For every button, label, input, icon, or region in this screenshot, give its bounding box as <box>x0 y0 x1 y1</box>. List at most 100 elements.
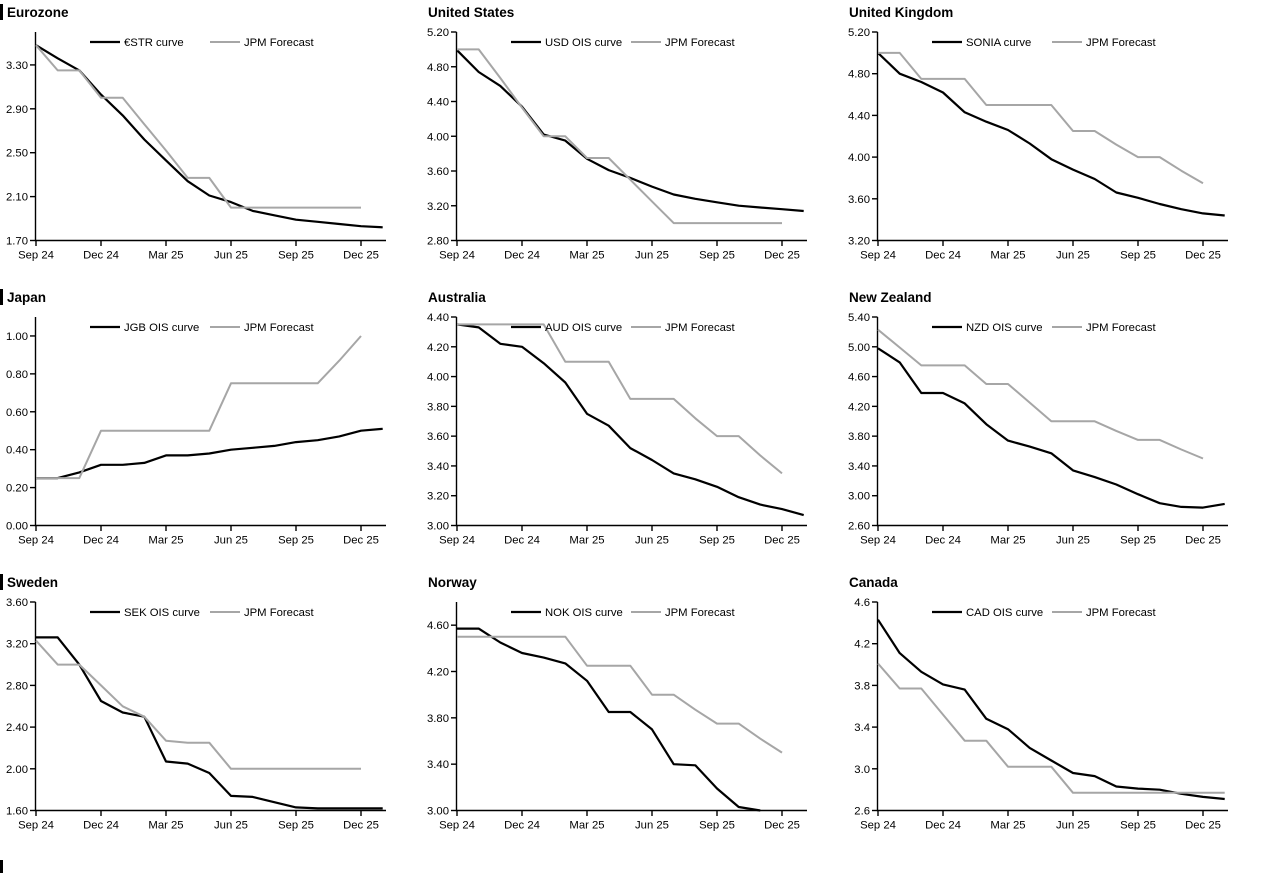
y-tick-label: 4.20 <box>427 667 449 679</box>
y-tick-label: 3.60 <box>427 431 449 443</box>
section-marker-bar <box>0 289 3 305</box>
x-tick-label: Jun 25 <box>214 820 248 832</box>
legend-label-jpm-forecast: JPM Forecast <box>1086 322 1157 334</box>
x-tick-label: Sep 24 <box>860 820 896 832</box>
x-tick-label: Mar 25 <box>569 535 604 547</box>
series-line-ois-curve <box>877 619 1225 801</box>
x-tick-label: Sep 25 <box>1120 535 1156 547</box>
x-tick-label: Jun 25 <box>1056 820 1090 832</box>
x-tick-label: Jun 25 <box>635 820 669 832</box>
y-tick-label: 2.10 <box>6 192 28 204</box>
y-tick-label: 3.20 <box>848 236 870 248</box>
chart-title-row: Eurozone <box>0 2 421 22</box>
series-line-jpm-forecast <box>877 328 1204 460</box>
y-tick-label: 5.00 <box>848 342 870 354</box>
x-tick-label: Jun 25 <box>635 250 669 262</box>
y-tick-label: 4.00 <box>427 131 449 143</box>
x-tick-label: Sep 25 <box>699 820 735 832</box>
x-tick-label: Mar 25 <box>990 820 1025 832</box>
y-tick-label: 3.20 <box>6 639 28 651</box>
y-tick-label: 5.40 <box>848 312 870 324</box>
chart-title-row: New Zealand <box>842 287 1264 307</box>
y-tick-label: 4.6 <box>854 597 870 609</box>
chart-canvas-united-states: 2.80 3.20 3.60 4.00 4.40 4.80 5.20 Sep 24 Dec 24… <box>427 27 807 262</box>
y-tick-label: 4.40 <box>848 110 870 122</box>
y-tick-label: 2.40 <box>6 722 28 734</box>
series-line-ois-curve <box>877 52 1225 217</box>
y-tick-label: 3.00 <box>848 491 870 503</box>
x-tick-label: Dec 25 <box>764 250 800 262</box>
x-tick-label: Dec 25 <box>343 535 379 547</box>
y-tick-label: 4.80 <box>848 69 870 81</box>
cutoff-section-bar <box>0 860 3 873</box>
y-tick-label: 1.70 <box>6 236 28 248</box>
x-tick-label: Mar 25 <box>148 250 183 262</box>
y-tick-label: 2.50 <box>6 148 28 160</box>
axis-spines <box>455 317 807 527</box>
axis-spines <box>34 602 386 812</box>
x-tick-label: Sep 25 <box>699 250 735 262</box>
x-tick-label: Dec 24 <box>925 535 961 547</box>
x-tick-label: Dec 24 <box>83 820 119 832</box>
y-tick-label: 4.80 <box>427 62 449 74</box>
x-tick-label: Dec 24 <box>925 820 961 832</box>
series-line-ois-curve <box>36 427 383 480</box>
y-tick-label: 4.00 <box>427 372 449 384</box>
y-tick-label: 4.40 <box>427 312 449 324</box>
chart-new-zealand: New Zealand 2.60 3.00 3.40 3.80 4.20 4.60 5.00… <box>842 285 1264 570</box>
x-tick-label: Dec 25 <box>343 820 379 832</box>
x-tick-label: Sep 24 <box>860 535 896 547</box>
legend-label-jpm-forecast: JPM Forecast <box>244 607 315 619</box>
x-tick-label: Dec 24 <box>504 820 540 832</box>
x-tick-label: Sep 25 <box>278 250 314 262</box>
axis-spines <box>34 317 386 527</box>
y-tick-label: 5.20 <box>427 27 449 39</box>
y-tick-label: 3.40 <box>427 461 449 473</box>
legend-label-jpm-forecast: JPM Forecast <box>244 322 315 334</box>
y-tick-label: 3.80 <box>848 431 870 443</box>
legend-label-ois-curve: SONIA curve <box>966 37 1031 49</box>
chart-canvas-japan: 0.00 0.20 0.40 0.60 0.80 1.00 Sep 24 Dec 24 Mar … <box>6 317 386 547</box>
chart-title: United Kingdom <box>849 4 954 20</box>
y-tick-label: 2.6 <box>854 806 870 818</box>
series-line-ois-curve <box>877 347 1225 509</box>
chart-united-kingdom: United Kingdom 3.20 3.60 4.00 4.40 4.80 5.20 S… <box>842 0 1264 285</box>
legend-label-ois-curve: NOK OIS curve <box>545 607 623 619</box>
x-tick-label: Jun 25 <box>635 535 669 547</box>
chart-title: Japan <box>7 289 47 305</box>
x-tick-label: Sep 25 <box>278 820 314 832</box>
y-tick-label: 2.80 <box>427 236 449 248</box>
y-tick-label: 3.00 <box>427 806 449 818</box>
y-tick-label: 2.80 <box>6 680 28 692</box>
chart-australia: Australia 3.00 3.20 3.40 3.60 3.80 4.00 4.20 4.… <box>421 285 842 570</box>
x-tick-label: Sep 24 <box>860 250 896 262</box>
x-tick-label: Sep 24 <box>439 250 475 262</box>
y-tick-label: 4.60 <box>427 620 449 632</box>
y-tick-label: 3.4 <box>854 722 870 734</box>
series-line-ois-curve <box>36 636 383 810</box>
x-tick-label: Dec 25 <box>1185 820 1221 832</box>
section-marker-bar <box>0 4 3 20</box>
x-tick-label: Sep 24 <box>18 820 54 832</box>
axis-spines <box>455 602 807 812</box>
legend-label-ois-curve: CAD OIS curve <box>966 607 1043 619</box>
y-tick-label: 3.80 <box>427 713 449 725</box>
legend-label-ois-curve: NZD OIS curve <box>966 322 1043 334</box>
chart-title-row: Sweden <box>0 572 421 592</box>
chart-norway: Norway 3.00 3.40 3.80 4.20 4.60 Sep 24 Dec 24 M… <box>421 570 842 873</box>
chart-canvas-norway: 3.00 3.40 3.80 4.20 4.60 Sep 24 Dec 24 Mar 25 Ju… <box>427 602 807 832</box>
legend-label-jpm-forecast: JPM Forecast <box>665 607 736 619</box>
chart-title: Norway <box>428 574 477 590</box>
x-tick-label: Sep 24 <box>439 820 475 832</box>
chart-canada: Canada 2.6 3.0 3.4 3.8 4.2 4.6 Sep 24 Dec 24 Mar… <box>842 570 1264 873</box>
chart-title-row: United Kingdom <box>842 2 1264 22</box>
y-tick-label: 3.8 <box>854 680 870 692</box>
chart-title: United States <box>428 4 515 20</box>
legend-label-ois-curve: USD OIS curve <box>545 37 622 49</box>
y-tick-label: 0.00 <box>6 521 28 533</box>
legend-label-jpm-forecast: JPM Forecast <box>244 37 315 49</box>
series-line-jpm-forecast <box>35 44 361 209</box>
axis-spines <box>34 32 386 242</box>
series-line-jpm-forecast <box>457 323 783 475</box>
chart-title: Sweden <box>7 574 59 590</box>
